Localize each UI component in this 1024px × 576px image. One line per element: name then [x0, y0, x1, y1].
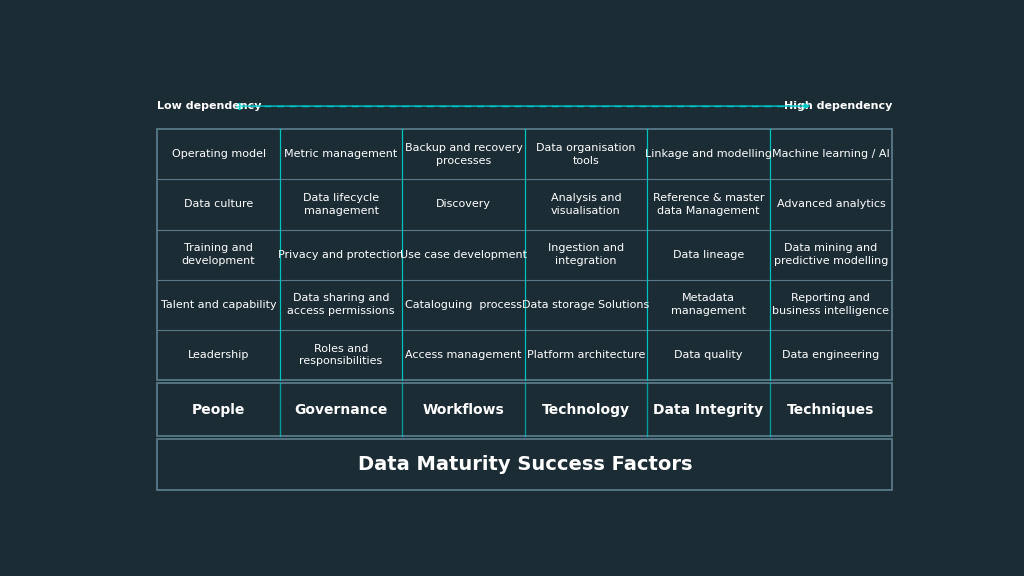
Text: Analysis and
visualisation: Analysis and visualisation [551, 193, 622, 216]
Text: Data culture: Data culture [184, 199, 253, 210]
Text: Governance: Governance [295, 403, 388, 417]
Text: Data storage Solutions: Data storage Solutions [522, 300, 649, 310]
Text: Use case development: Use case development [400, 249, 527, 260]
Text: Roles and
responsibilities: Roles and responsibilities [299, 344, 383, 366]
Text: Platform architecture: Platform architecture [526, 350, 645, 360]
Text: Data quality: Data quality [674, 350, 742, 360]
Text: Data Maturity Success Factors: Data Maturity Success Factors [357, 455, 692, 474]
Text: Metric management: Metric management [285, 149, 397, 160]
Text: Workflows: Workflows [423, 403, 505, 417]
Text: Data sharing and
access permissions: Data sharing and access permissions [288, 294, 395, 316]
Text: Techniques: Techniques [787, 403, 874, 417]
Text: Access management: Access management [406, 350, 522, 360]
Bar [158, 129, 892, 380]
Text: Linkage and modelling: Linkage and modelling [645, 149, 772, 160]
Text: Backup and recovery
processes: Backup and recovery processes [404, 143, 522, 166]
Text: Leadership: Leadership [188, 350, 250, 360]
Text: Training and
development: Training and development [182, 243, 255, 266]
Bar [158, 383, 892, 437]
Text: Technology: Technology [542, 403, 630, 417]
Text: Low dependency: Low dependency [158, 101, 262, 111]
Text: Metadata
management: Metadata management [671, 294, 745, 316]
Text: Data mining and
predictive modelling: Data mining and predictive modelling [774, 243, 888, 266]
Text: Data lifecycle
management: Data lifecycle management [303, 193, 379, 216]
Text: High dependency: High dependency [783, 101, 892, 111]
Text: Advanced analytics: Advanced analytics [776, 199, 886, 210]
Text: Cataloguing  process: Cataloguing process [406, 300, 522, 310]
Text: Ingestion and
integration: Ingestion and integration [548, 243, 624, 266]
Bar [158, 439, 892, 490]
Text: Talent and capability: Talent and capability [161, 300, 276, 310]
Text: Data engineering: Data engineering [782, 350, 880, 360]
Text: Data lineage: Data lineage [673, 249, 744, 260]
Text: Reference & master
data Management: Reference & master data Management [652, 193, 764, 216]
Text: Machine learning / AI: Machine learning / AI [772, 149, 890, 160]
Text: Privacy and protection: Privacy and protection [279, 249, 403, 260]
Text: People: People [191, 403, 246, 417]
Text: Data Integrity: Data Integrity [653, 403, 764, 417]
Text: Data organisation
tools: Data organisation tools [537, 143, 636, 166]
Text: Reporting and
business intelligence: Reporting and business intelligence [772, 294, 890, 316]
Text: Operating model: Operating model [172, 149, 266, 160]
Text: Discovery: Discovery [436, 199, 492, 210]
